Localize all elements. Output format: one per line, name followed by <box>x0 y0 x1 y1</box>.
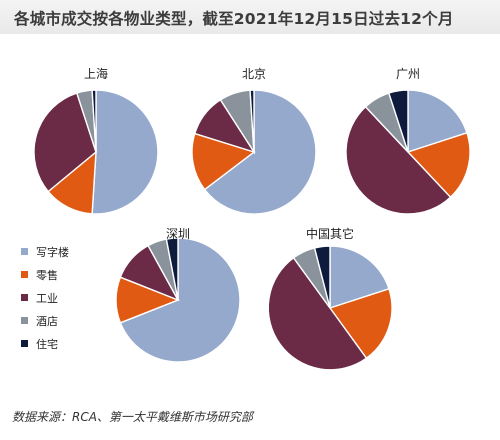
pie-slice <box>313 245 331 309</box>
pie-slice <box>407 89 468 153</box>
pie-title: 广州 <box>396 67 420 81</box>
pie-title: 中国其它 <box>306 226 354 241</box>
pie-title: 深圳 <box>166 227 190 241</box>
pie-title: 上海 <box>84 66 108 81</box>
legend-label: 工业 <box>36 292 58 305</box>
legend-swatch <box>21 317 28 324</box>
pie-slice <box>387 89 409 153</box>
pie-slice <box>119 237 241 363</box>
pie-slice <box>165 237 179 301</box>
legend-swatch <box>21 248 28 255</box>
pie-slice <box>91 89 97 153</box>
legend-swatch <box>21 271 28 278</box>
figure-title: 各城市成交按各物业类型，截至2021年12月15日过去12个月 <box>14 10 454 28</box>
pie-slice <box>267 256 368 371</box>
legend-label: 写字楼 <box>36 245 69 259</box>
pie-slice <box>329 245 390 309</box>
title-bar <box>0 0 500 34</box>
pie-slice <box>345 105 452 215</box>
source-note: 数据来源：RCA、第一太平戴维斯市场研究部 <box>12 410 253 424</box>
pie-slice <box>328 287 393 360</box>
pie-slice <box>406 131 471 199</box>
pie-slice <box>91 89 159 215</box>
pie-slice <box>33 92 97 193</box>
legend-label: 零售 <box>36 268 58 282</box>
legend-swatch <box>21 340 28 347</box>
legend-label: 住宅 <box>36 337 58 351</box>
pie-slice <box>203 89 317 215</box>
pie-slice <box>249 89 255 153</box>
legend-label: 酒店 <box>36 314 58 328</box>
pie-title: 北京 <box>242 67 266 81</box>
legend-swatch <box>21 294 28 301</box>
